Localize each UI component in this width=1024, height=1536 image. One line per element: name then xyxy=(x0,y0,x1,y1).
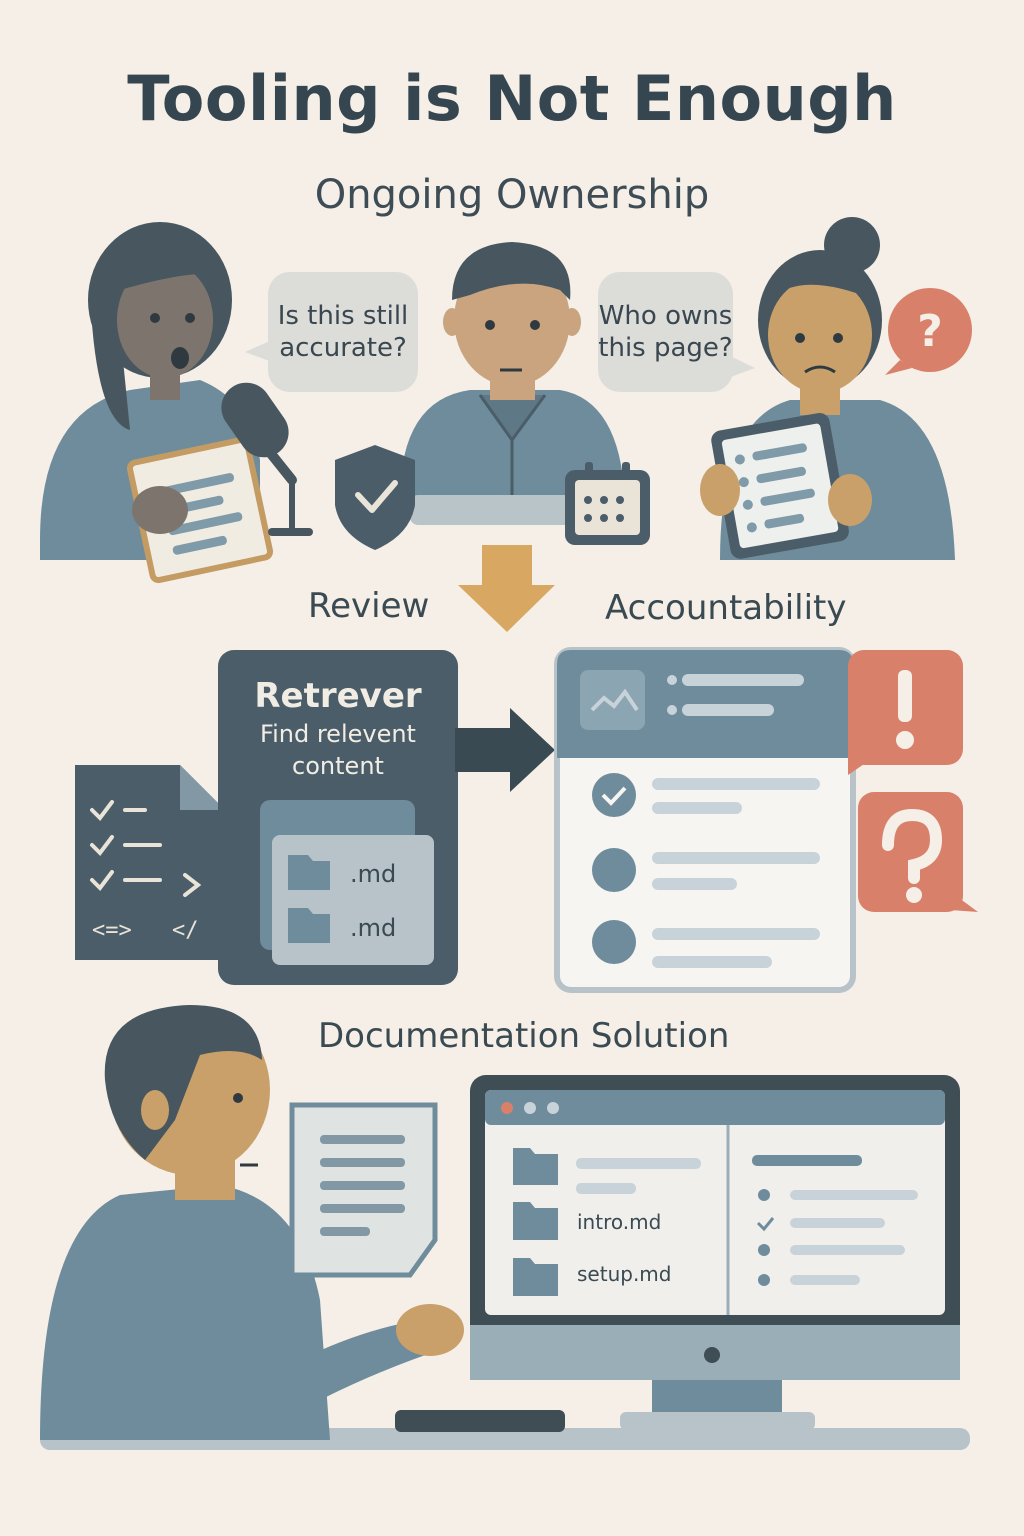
monitor-illustration xyxy=(470,1075,960,1430)
question-bubble-right: Who owns this page? xyxy=(598,272,733,392)
question-bubble-left: Is this still accurate? xyxy=(268,272,418,392)
man-at-computer-illustration xyxy=(40,1005,464,1440)
calendar-icon xyxy=(565,462,650,545)
code-symbol-compare: <=> xyxy=(92,918,132,943)
accountability-label: Accountability xyxy=(605,588,847,628)
retriever-title: Retrever xyxy=(254,676,422,716)
documentation-scene xyxy=(40,1005,970,1450)
shield-check-icon xyxy=(335,445,415,550)
md-file-label-2: .md xyxy=(350,914,397,942)
document-icon xyxy=(289,1102,438,1278)
svg-text:?: ? xyxy=(917,306,943,357)
down-arrow-icon xyxy=(458,545,555,632)
question-bubble-icon: ? xyxy=(885,288,972,375)
file-setup[interactable]: setup.md xyxy=(577,1262,672,1286)
retriever-scene xyxy=(75,647,978,993)
keyboard xyxy=(395,1410,565,1432)
file-intro[interactable]: intro.md xyxy=(577,1210,662,1234)
exclamation-icon xyxy=(848,650,963,775)
documentation-label: Documentation Solution xyxy=(318,1016,730,1056)
question-icon xyxy=(858,792,978,912)
code-document-icon xyxy=(75,765,225,960)
md-file-label-1: .md xyxy=(350,860,397,888)
people-scene: ? xyxy=(40,217,972,632)
section-subtitle: Ongoing Ownership xyxy=(314,172,710,218)
review-label: Review xyxy=(308,586,430,626)
woman-with-tablet-illustration xyxy=(700,217,955,560)
retriever-subtitle: Find relevent content xyxy=(260,720,416,780)
woman-with-notes-illustration xyxy=(40,222,313,584)
code-symbol-close-tag: </ xyxy=(172,918,199,943)
right-arrow-icon xyxy=(455,708,555,792)
page-title: Tooling is Not Enough xyxy=(127,62,897,135)
